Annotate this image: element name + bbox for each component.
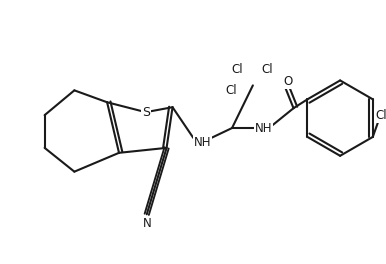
Text: Cl: Cl — [231, 63, 243, 76]
Text: NH: NH — [255, 121, 273, 135]
Text: NH: NH — [193, 136, 211, 149]
Text: Cl: Cl — [375, 109, 386, 122]
Text: S: S — [142, 106, 150, 119]
Text: O: O — [283, 75, 292, 88]
Text: N: N — [142, 217, 151, 230]
Text: Cl: Cl — [225, 84, 237, 97]
Text: Cl: Cl — [261, 63, 273, 76]
